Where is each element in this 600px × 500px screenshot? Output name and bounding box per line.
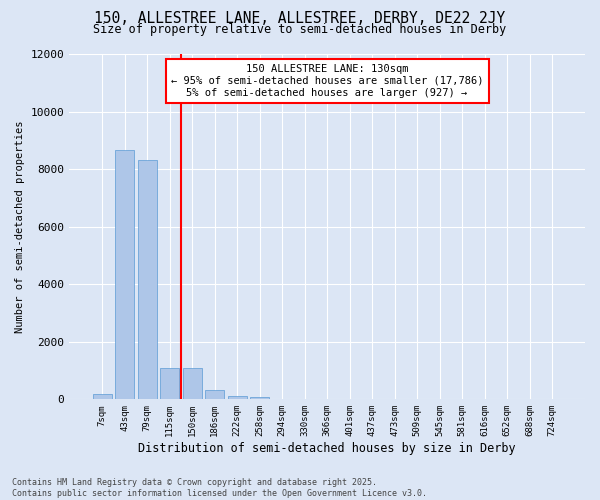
Bar [182, 368, 202, 400]
Bar [227, 396, 247, 400]
Bar [115, 150, 134, 400]
Bar [205, 390, 224, 400]
Text: Contains HM Land Registry data © Crown copyright and database right 2025.
Contai: Contains HM Land Registry data © Crown c… [12, 478, 427, 498]
Bar [137, 160, 157, 400]
X-axis label: Distribution of semi-detached houses by size in Derby: Distribution of semi-detached houses by … [138, 442, 516, 455]
Bar [250, 398, 269, 400]
Text: 150, ALLESTREE LANE, ALLESTREE, DERBY, DE22 2JY: 150, ALLESTREE LANE, ALLESTREE, DERBY, D… [94, 11, 506, 26]
Y-axis label: Number of semi-detached properties: Number of semi-detached properties [15, 120, 25, 333]
Bar [92, 394, 112, 400]
Text: 150 ALLESTREE LANE: 130sqm
← 95% of semi-detached houses are smaller (17,786)
5%: 150 ALLESTREE LANE: 130sqm ← 95% of semi… [171, 64, 484, 98]
Text: Size of property relative to semi-detached houses in Derby: Size of property relative to semi-detach… [94, 22, 506, 36]
Bar [160, 368, 179, 400]
